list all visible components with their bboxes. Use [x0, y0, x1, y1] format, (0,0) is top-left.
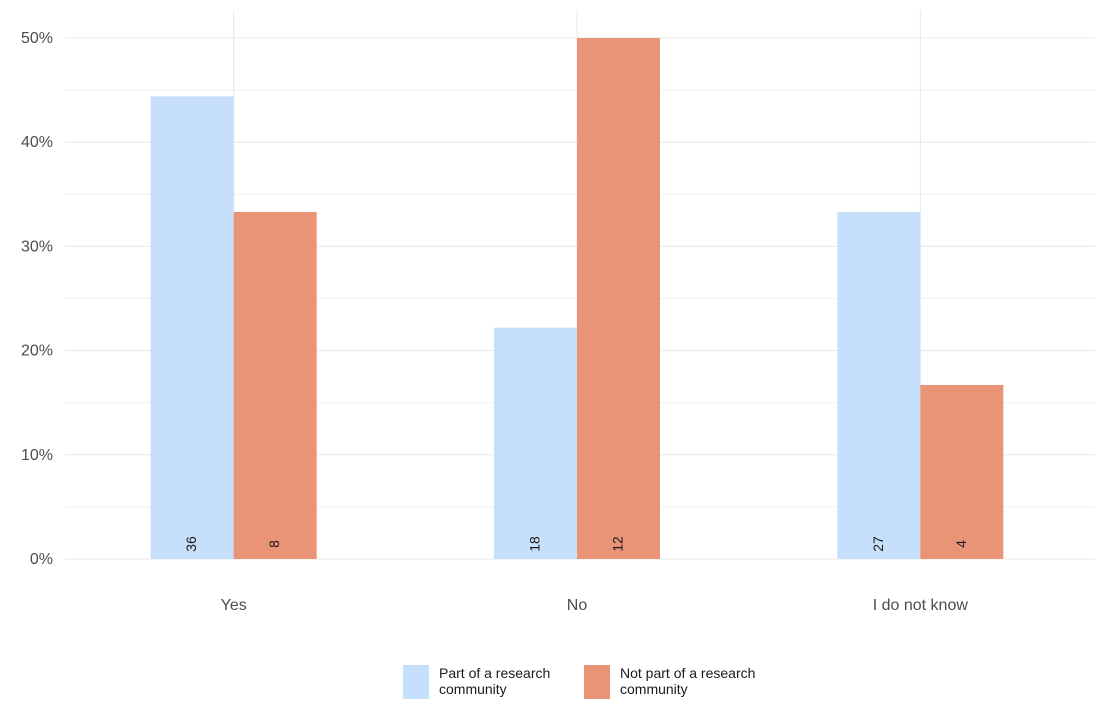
bar-count-label: 18	[527, 536, 543, 552]
bar-count-label: 36	[183, 536, 199, 552]
x-axis: Yes No I do not know	[221, 597, 969, 614]
x-tick-label: No	[567, 597, 588, 614]
bar-not-part-yes	[233, 212, 317, 560]
bar-not-part-no	[577, 38, 660, 559]
y-tick-label: 0%	[30, 551, 53, 568]
legend-swatch-not-part-of-community	[584, 665, 610, 699]
legend-item-not-part-of-community: Not part of a research community	[584, 665, 780, 699]
legend-swatch-part-of-community	[403, 665, 429, 699]
legend-item-part-of-community: Part of a research community	[403, 665, 599, 699]
bar-count-labels: 36 8 18 12 27 4	[183, 536, 969, 552]
bar-part-yes	[150, 96, 234, 560]
bar-part-no	[494, 327, 577, 559]
bar-count-label: 4	[953, 540, 969, 548]
bar-count-label: 8	[266, 540, 282, 548]
bar-not-part-i-do-not-know	[920, 384, 1004, 559]
x-tick-label: Yes	[221, 597, 247, 614]
legend-label-line: Not part of a research	[620, 665, 756, 681]
y-tick-label: 40%	[21, 134, 53, 151]
legend-label-line: community	[439, 681, 507, 697]
y-tick-label: 10%	[21, 447, 53, 464]
y-tick-label: 50%	[21, 30, 53, 47]
legend-label-line: Part of a research	[439, 665, 551, 681]
legend-label-not-part-of-community: Not part of a research community	[620, 665, 780, 697]
y-tick-label: 20%	[21, 343, 53, 360]
bar-part-i-do-not-know	[837, 212, 921, 560]
bar-count-label: 12	[610, 536, 626, 552]
legend: Part of a research community Not part of…	[0, 665, 1107, 705]
legend-label-line: community	[620, 681, 688, 697]
legend-label-part-of-community: Part of a research community	[439, 665, 599, 697]
y-tick-label: 30%	[21, 238, 53, 255]
bars	[150, 38, 1004, 560]
x-tick-label: I do not know	[873, 597, 969, 614]
bar-count-label: 27	[870, 536, 886, 552]
y-axis: 0% 10% 20% 30% 40% 50%	[21, 30, 53, 568]
